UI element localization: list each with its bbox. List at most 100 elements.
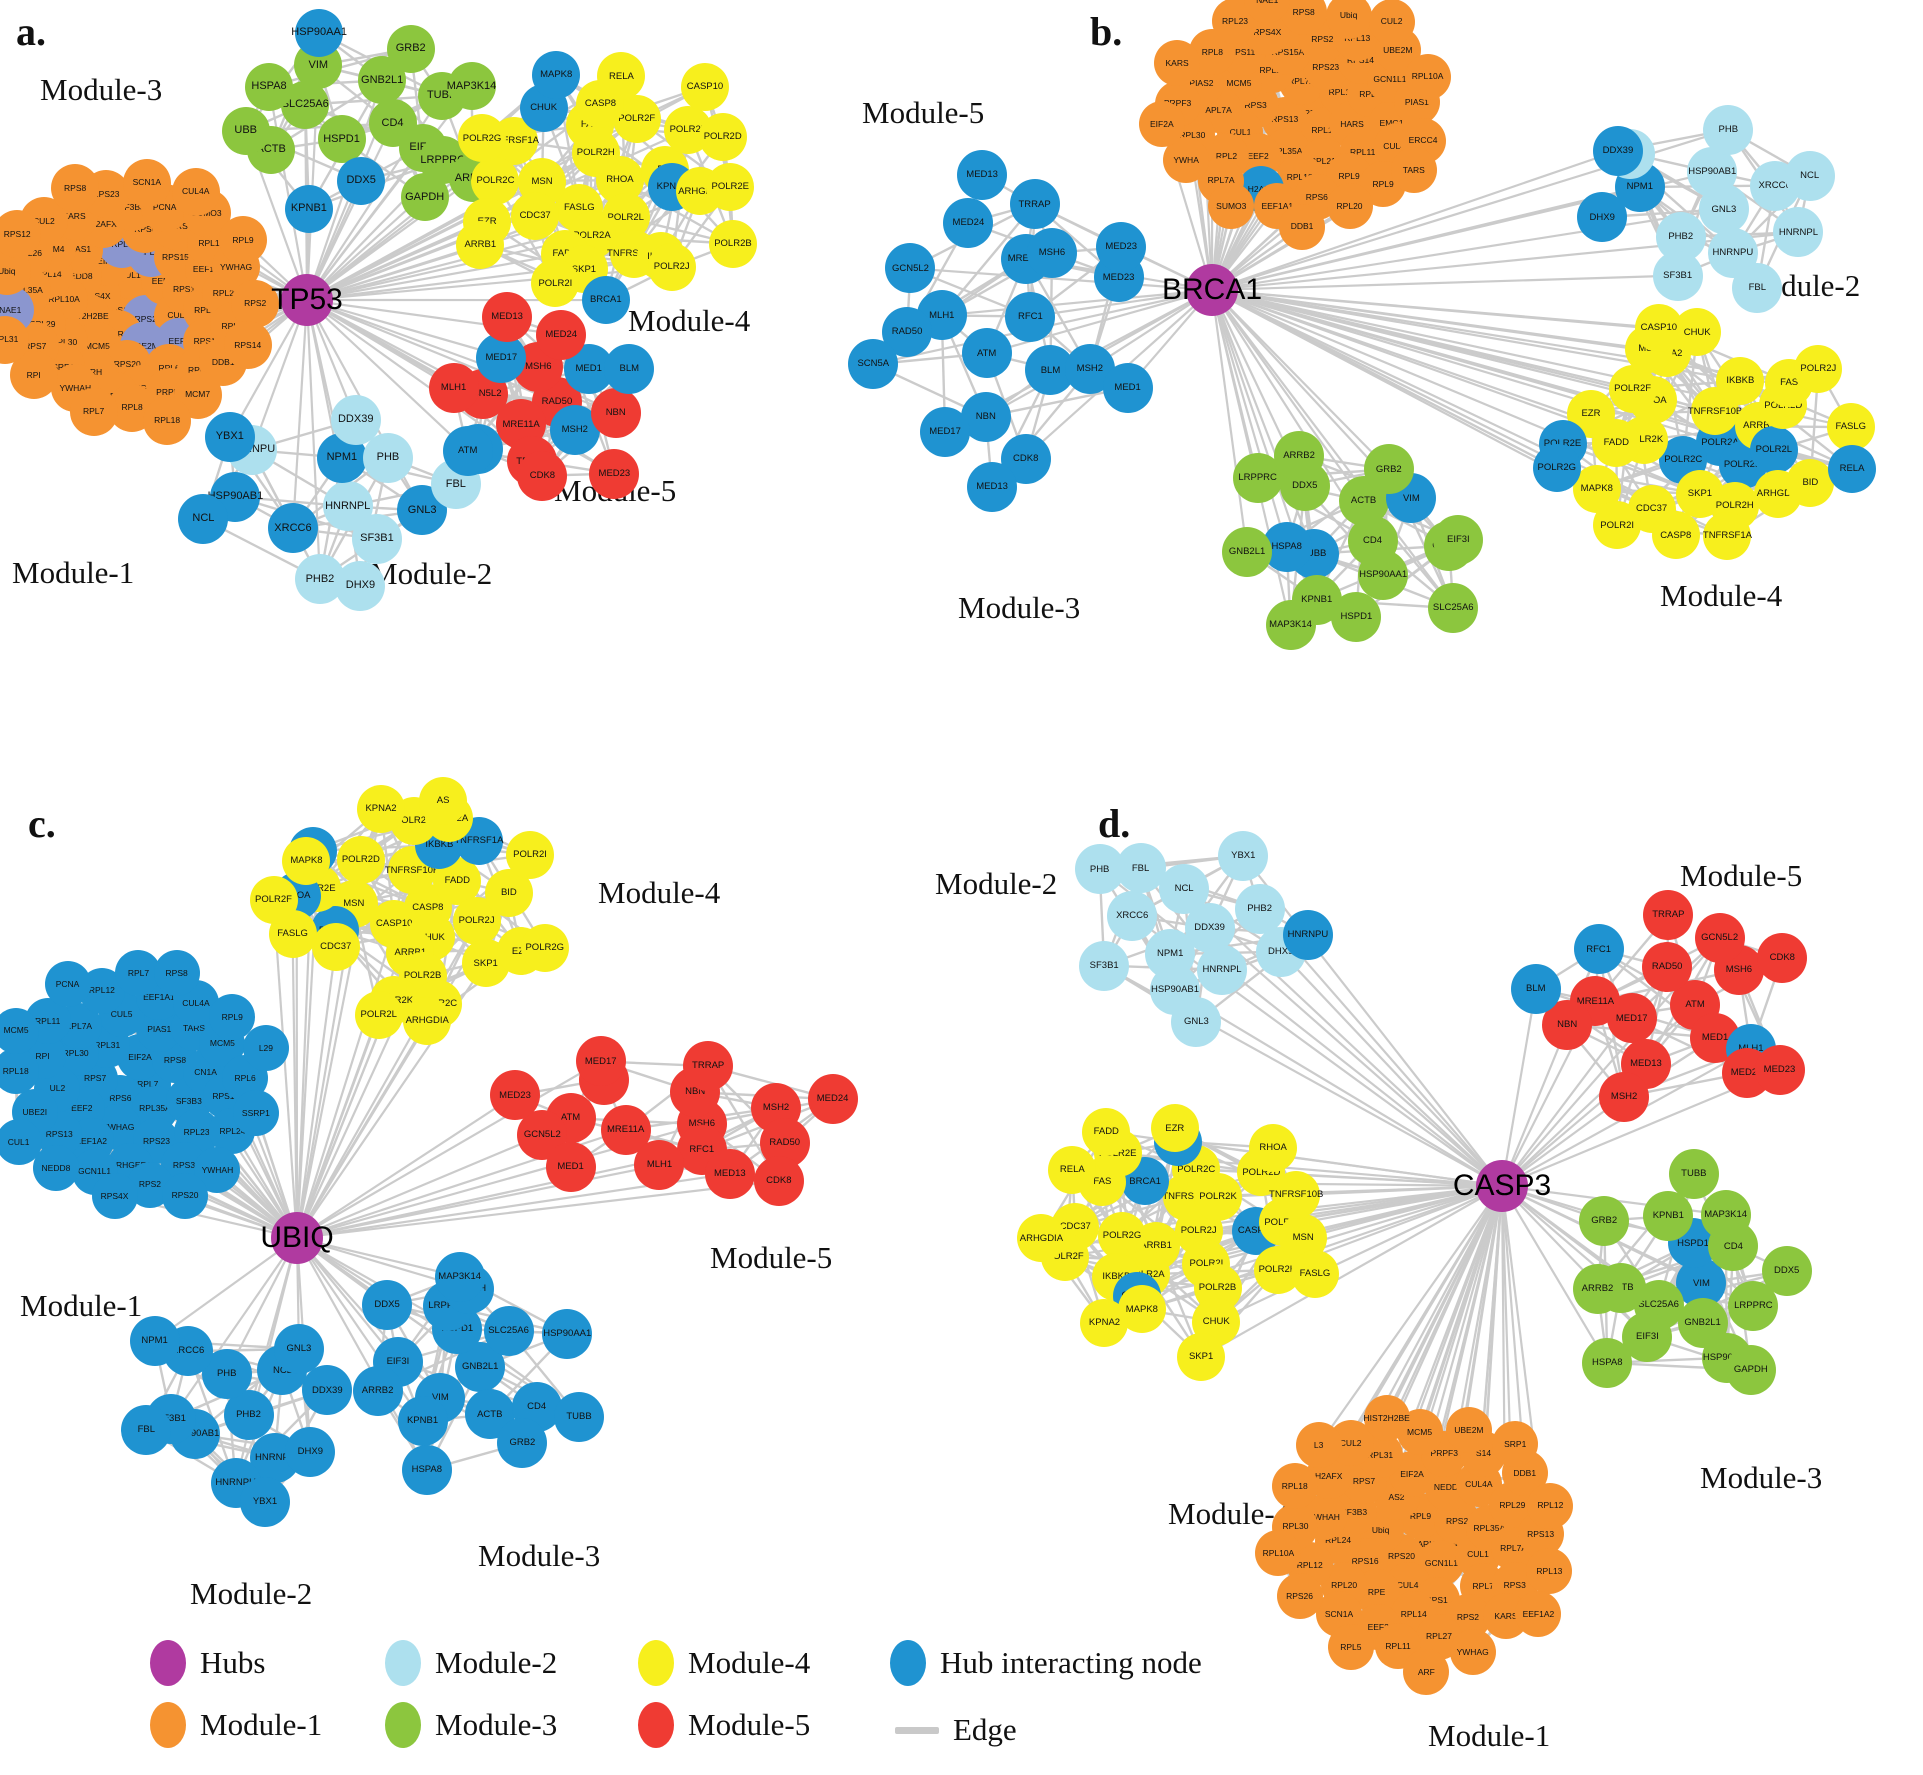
panel-b-module-1-node-ubiq-44[interactable]: Ubiq — [1325, 0, 1372, 39]
panel-c-module-4-node-mapk8[interactable]: MAPK8 — [282, 836, 331, 885]
panel-b-module-5-node-gcn5l2[interactable]: GCN5L2 — [885, 243, 936, 294]
panel-b-module-2-node-ncl[interactable]: NCL — [1784, 150, 1835, 201]
panel-b-module-4-node-polr2j[interactable]: POLR2J — [1794, 344, 1843, 393]
panel-c-module-2-node-dhx9[interactable]: DHX9 — [285, 1426, 336, 1477]
panel-c-module-3-node-hspa8[interactable]: HSPA8 — [401, 1444, 452, 1495]
panel-a-module-3-node-ddx5[interactable]: DDX5 — [337, 156, 386, 205]
panel-a-module-5-node-med23[interactable]: MED23 — [589, 448, 640, 499]
panel-c-module-1-node-rpl18-38[interactable]: RPL18 — [0, 1048, 39, 1095]
panel-b-module-1-node-eif2a-51[interactable]: EIF2A — [1138, 101, 1185, 147]
panel-d-module-5-node-med23[interactable]: MED23 — [1754, 1045, 1805, 1096]
panel-b-module-5-node-trrap[interactable]: TRRAP — [1009, 179, 1060, 230]
panel-b-module-4-node-polr2i[interactable]: POLR2I — [1593, 501, 1642, 550]
panel-d-module-1-node-arf-53[interactable]: ARF — [1403, 1649, 1450, 1696]
panel-a-module-4-node-brca1[interactable]: BRCA1 — [581, 276, 630, 325]
panel-d-module-3-node-map3k14[interactable]: MAP3K14 — [1700, 1189, 1751, 1240]
panel-d-module-5-node-trrap[interactable]: TRRAP — [1643, 890, 1694, 941]
panel-c-module-2-node-ddx39[interactable]: DDX39 — [302, 1365, 353, 1416]
panel-a-module-4-node-arrb1[interactable]: ARRB1 — [456, 220, 505, 269]
panel-c-module-4-node-as[interactable]: AS — [419, 776, 468, 825]
panel-a-module-1-node-rps8-62[interactable]: RPS8 — [51, 163, 100, 212]
panel-d-module-1-node-rpl12-47[interactable]: RPL12 — [1527, 1482, 1574, 1529]
panel-d-module-1-node-srp1-52[interactable]: SRP1 — [1492, 1420, 1539, 1467]
panel-d-module-4-node-rhoa[interactable]: RHOA — [1249, 1123, 1298, 1172]
panel-c-module-3-node-arrb2[interactable]: ARRB2 — [352, 1365, 403, 1416]
panel-c-module-3-node-ddx5[interactable]: DDX5 — [362, 1279, 413, 1330]
panel-d-module-1-node-l3-54[interactable]: L3 — [1295, 1422, 1342, 1469]
panel-d-module-4-node-faslg[interactable]: FASLG — [1290, 1249, 1339, 1298]
panel-b-module-3-node-eif3i[interactable]: EIF3I — [1433, 514, 1484, 565]
panel-a-module-2-node-dhx9[interactable]: DHX9 — [335, 560, 386, 611]
panel-a-module-3-node-hspd1[interactable]: HSPD1 — [317, 115, 366, 164]
panel-c-module-4-node-kpna2[interactable]: KPNA2 — [357, 785, 406, 834]
panel-d-module-4-node-rela[interactable]: RELA — [1048, 1146, 1097, 1195]
panel-a-module-3-node-hsp90aa1[interactable]: HSP90AA1 — [291, 8, 347, 57]
panel-c-module-4-node-polr2d[interactable]: POLR2D — [336, 835, 385, 884]
panel-d-module-2-node-phb[interactable]: PHB — [1074, 844, 1125, 895]
panel-d-module-3-node-tubb[interactable]: TUBB — [1668, 1149, 1719, 1199]
panel-b-module-5-node-med1[interactable]: MED1 — [1102, 362, 1153, 413]
panel-d-module-1-node-rpl5-48[interactable]: RPL5 — [1327, 1623, 1374, 1670]
panel-a-module-1-node-rps14-63[interactable]: RPS14 — [223, 321, 272, 370]
panel-b-module-4-node-tnfrsf1a[interactable]: TNFRSF1A — [1703, 511, 1752, 560]
panel-b-module-4-node-polr2g[interactable]: POLR2G — [1532, 444, 1581, 493]
panel-a-module-5-node-blm[interactable]: BLM — [604, 343, 655, 394]
panel-c-module-4-node-cdc37[interactable]: CDC37 — [311, 922, 360, 971]
panel-b-module-4-node-rela[interactable]: RELA — [1828, 444, 1877, 493]
panel-a-module-3-node-map3k14[interactable]: MAP3K14 — [447, 62, 496, 111]
panel-a-module-1-node-rpl7-61[interactable]: RPL7 — [69, 387, 118, 436]
panel-b-module-3-node-slc25a6[interactable]: SLC25A6 — [1428, 583, 1479, 634]
panel-d-module-4-node-skp1[interactable]: SKP1 — [1177, 1332, 1226, 1381]
panel-d-module-3-node-hspa8[interactable]: HSPA8 — [1582, 1337, 1633, 1388]
panel-d-module-1-node-ywhag-45[interactable]: YWHAG — [1449, 1628, 1496, 1675]
panel-c-module-1-node-rps8-44[interactable]: RPS8 — [153, 950, 200, 997]
panel-a-module-5-node-med13[interactable]: MED13 — [482, 292, 533, 343]
panel-a-module-3-node-hspa8[interactable]: HSPA8 — [245, 62, 294, 111]
panel-d-module-3-node-arrb2[interactable]: ARRB2 — [1572, 1263, 1623, 1314]
panel-b-module-5-node-rfc1[interactable]: RFC1 — [1005, 291, 1056, 342]
panel-b-module-3-node-hspd1[interactable]: HSPD1 — [1331, 591, 1382, 642]
panel-b-module-2-node-hnrnpl[interactable]: HNRNPL — [1773, 207, 1824, 258]
panel-a-module-4-node-mapk8[interactable]: MAPK8 — [532, 50, 581, 99]
panel-b-module-1-node-kars-46[interactable]: KARS — [1154, 39, 1201, 86]
panel-d-module-5-node-msh2[interactable]: MSH2 — [1599, 1071, 1650, 1122]
panel-d-module-5-node-blm[interactable]: BLM — [1510, 963, 1561, 1014]
panel-a-module-2-node-ybx1[interactable]: YBX1 — [204, 411, 255, 462]
panel-d-module-1-node-rpl18-46[interactable]: RPL18 — [1271, 1463, 1318, 1510]
panel-b-module-5-node-scn5a[interactable]: SCN5A — [848, 339, 899, 390]
panel-a-module-4-node-casp10[interactable]: CASP10 — [680, 62, 729, 111]
panel-a-module-3-node-kpnb1[interactable]: KPNB1 — [284, 184, 333, 233]
panel-b-hub-brca1[interactable]: BRCA1 — [1162, 264, 1262, 316]
panel-c-module-1-node-nedd8-35[interactable]: NEDD8 — [32, 1144, 79, 1191]
panel-d-module-2-node-sf3b1[interactable]: SF3B1 — [1079, 940, 1130, 991]
panel-b-module-5-node-med13[interactable]: MED13 — [967, 461, 1018, 512]
panel-b-module-2-node-ddx39[interactable]: DDX39 — [1592, 125, 1643, 176]
panel-a-module-4-node-polr2j[interactable]: POLR2J — [647, 243, 696, 292]
panel-c-module-5-node-med24[interactable]: MED24 — [807, 1074, 858, 1125]
panel-c-module-3-node-tubb[interactable]: TUBB — [554, 1391, 605, 1442]
panel-a-module-5-node-cdk8[interactable]: CDK8 — [517, 450, 568, 501]
panel-d-module-2-node-xrcc6[interactable]: XRCC6 — [1107, 891, 1158, 942]
panel-b-module-3-node-gnb2l1[interactable]: GNB2L1 — [1222, 526, 1273, 577]
panel-a-module-3-node-gapdh[interactable]: GAPDH — [400, 173, 449, 222]
panel-b-module-1-node-rpl10a-47[interactable]: RPL10A — [1404, 53, 1451, 100]
panel-b-module-5-node-med24[interactable]: MED24 — [943, 197, 994, 248]
panel-d-module-1-node-ube2m-44[interactable]: UBE2M — [1445, 1407, 1492, 1454]
panel-d-module-1-node-eef1a2-50[interactable]: EEF1A2 — [1515, 1591, 1562, 1638]
panel-c-module-5-node-med17[interactable]: MED17 — [575, 1036, 626, 1087]
panel-b-module-4-node-faslg[interactable]: FASLG — [1826, 403, 1875, 452]
panel-d-module-2-node-phb2[interactable]: PHB2 — [1234, 883, 1285, 934]
panel-a-module-4-node-polr2i[interactable]: POLR2I — [531, 259, 580, 308]
panel-d-module-3-node-grb2[interactable]: GRB2 — [1579, 1195, 1630, 1246]
panel-a-module-3-node-ubb[interactable]: UBB — [221, 106, 270, 155]
panel-c-module-1-node-l29-47[interactable]: L29 — [242, 1025, 289, 1072]
panel-c-module-1-node-cul1-43[interactable]: CUL1 — [0, 1118, 42, 1165]
panel-d-module-5-node-rad50[interactable]: RAD50 — [1642, 942, 1693, 993]
panel-c-module-5-node-med1[interactable]: MED1 — [545, 1141, 596, 1192]
panel-b-module-1-node-ddb1-53[interactable]: DDB1 — [1279, 203, 1326, 250]
panel-a-hub-tp53[interactable]: TP53 — [271, 274, 343, 326]
panel-c-module-5-node-med13[interactable]: MED13 — [704, 1148, 755, 1199]
panel-a-module-4-node-polr2e[interactable]: POLR2E — [706, 163, 755, 212]
panel-b-module-3-node-grb2[interactable]: GRB2 — [1363, 444, 1414, 495]
panel-c-module-5-node-cdk8[interactable]: CDK8 — [753, 1156, 804, 1206]
